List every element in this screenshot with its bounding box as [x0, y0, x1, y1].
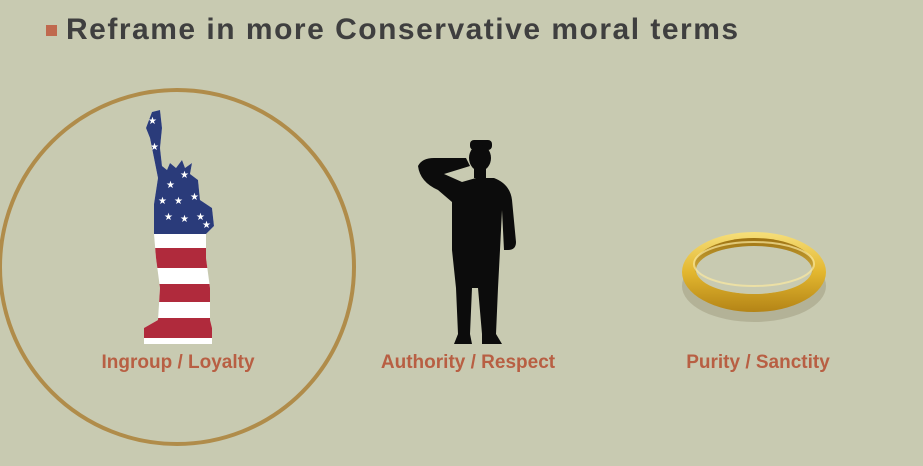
caption-ingroup-loyalty: Ingroup / Loyalty: [101, 352, 254, 374]
svg-text:★: ★: [150, 142, 159, 153]
svg-text:★: ★: [190, 192, 199, 203]
svg-text:★: ★: [166, 180, 175, 191]
gold-ring-icon: [679, 228, 829, 328]
svg-text:★: ★: [180, 170, 189, 181]
saluting-soldier-icon: [416, 138, 520, 348]
slide-title: Reframe in more Conservative moral terms: [66, 13, 740, 47]
statue-of-liberty-flag-icon: ★ ★ ★ ★ ★ ★ ★ ★ ★ ★ ★: [140, 108, 220, 348]
caption-authority-respect: Authority / Respect: [381, 352, 555, 374]
svg-text:★: ★: [202, 220, 211, 231]
svg-text:★: ★: [180, 214, 189, 225]
title-bullet: [46, 25, 57, 36]
svg-text:★: ★: [174, 196, 183, 207]
svg-text:★: ★: [148, 116, 157, 127]
svg-text:★: ★: [158, 196, 167, 207]
svg-text:★: ★: [164, 212, 173, 223]
caption-purity-sanctity: Purity / Sanctity: [686, 352, 830, 374]
